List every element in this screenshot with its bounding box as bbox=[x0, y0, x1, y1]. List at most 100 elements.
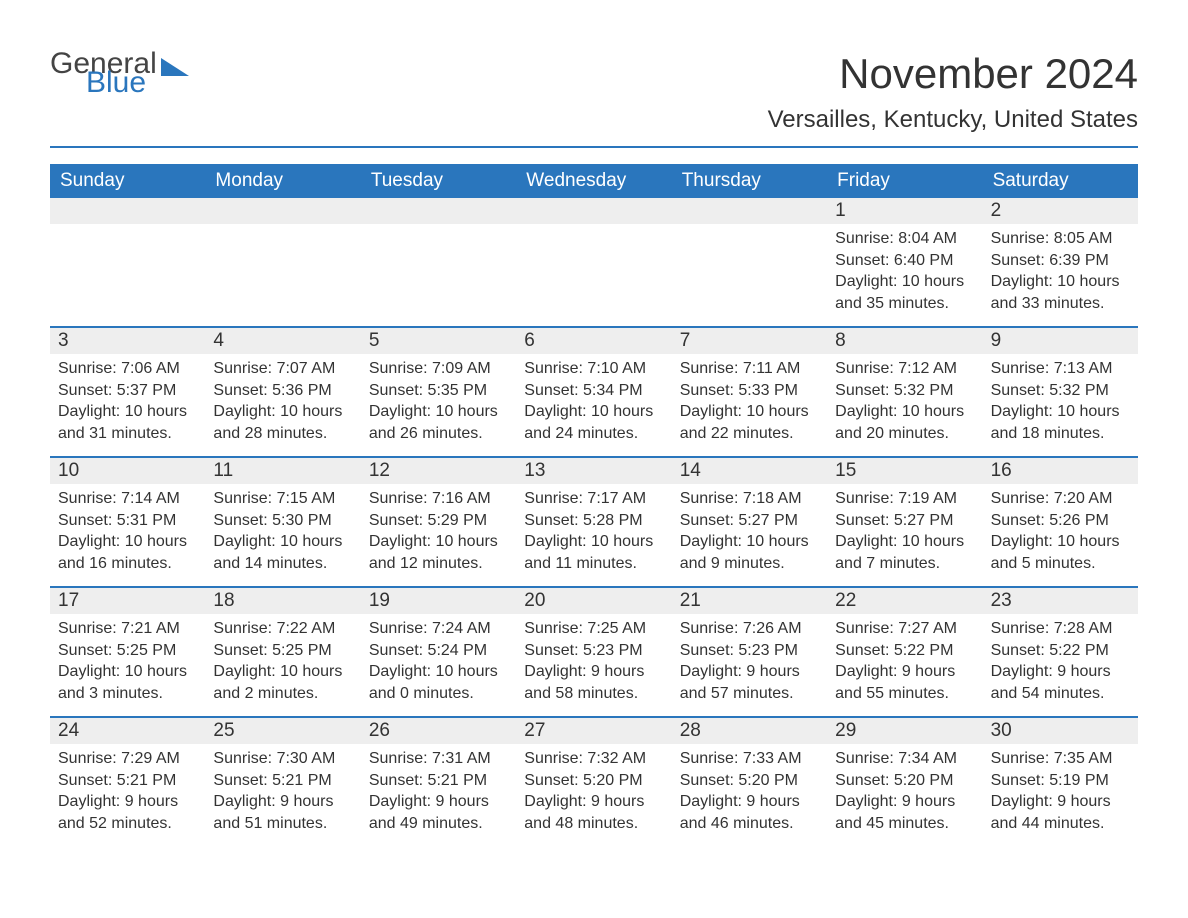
day-number: 14 bbox=[672, 458, 827, 484]
days-of-week-header: SundayMondayTuesdayWednesdayThursdayFrid… bbox=[50, 164, 1138, 198]
day-body: Sunrise: 7:20 AMSunset: 5:26 PMDaylight:… bbox=[983, 484, 1138, 582]
calendar: SundayMondayTuesdayWednesdayThursdayFrid… bbox=[50, 164, 1138, 846]
day-number: 8 bbox=[827, 328, 982, 354]
day-number: 12 bbox=[361, 458, 516, 484]
sunrise-line: Sunrise: 7:22 AM bbox=[213, 618, 352, 640]
day-cell-16: 16Sunrise: 7:20 AMSunset: 5:26 PMDayligh… bbox=[983, 458, 1138, 586]
day-body: Sunrise: 7:14 AMSunset: 5:31 PMDaylight:… bbox=[50, 484, 205, 582]
day-number: 19 bbox=[361, 588, 516, 614]
sunset-line: Sunset: 5:22 PM bbox=[991, 640, 1130, 662]
week-row: 3Sunrise: 7:06 AMSunset: 5:37 PMDaylight… bbox=[50, 326, 1138, 456]
sunrise-line: Sunrise: 7:34 AM bbox=[835, 748, 974, 770]
daylight-line: Daylight: 10 hours and 18 minutes. bbox=[991, 401, 1130, 444]
sunset-line: Sunset: 5:21 PM bbox=[369, 770, 508, 792]
day-number: 4 bbox=[205, 328, 360, 354]
day-cell-5: 5Sunrise: 7:09 AMSunset: 5:35 PMDaylight… bbox=[361, 328, 516, 456]
day-cell-28: 28Sunrise: 7:33 AMSunset: 5:20 PMDayligh… bbox=[672, 718, 827, 846]
day-body: Sunrise: 7:16 AMSunset: 5:29 PMDaylight:… bbox=[361, 484, 516, 582]
daylight-line: Daylight: 9 hours and 57 minutes. bbox=[680, 661, 819, 704]
day-number: 10 bbox=[50, 458, 205, 484]
page-title: November 2024 bbox=[839, 50, 1138, 98]
day-cell-22: 22Sunrise: 7:27 AMSunset: 5:22 PMDayligh… bbox=[827, 588, 982, 716]
day-cell-17: 17Sunrise: 7:21 AMSunset: 5:25 PMDayligh… bbox=[50, 588, 205, 716]
day-number: 29 bbox=[827, 718, 982, 744]
sunrise-line: Sunrise: 7:06 AM bbox=[58, 358, 197, 380]
day-cell-2: 2Sunrise: 8:05 AMSunset: 6:39 PMDaylight… bbox=[983, 198, 1138, 326]
day-body: Sunrise: 7:35 AMSunset: 5:19 PMDaylight:… bbox=[983, 744, 1138, 842]
sunset-line: Sunset: 5:26 PM bbox=[991, 510, 1130, 532]
daylight-line: Daylight: 10 hours and 9 minutes. bbox=[680, 531, 819, 574]
day-body: Sunrise: 7:06 AMSunset: 5:37 PMDaylight:… bbox=[50, 354, 205, 452]
sunset-line: Sunset: 5:20 PM bbox=[680, 770, 819, 792]
sunset-line: Sunset: 5:36 PM bbox=[213, 380, 352, 402]
sunset-line: Sunset: 5:20 PM bbox=[835, 770, 974, 792]
day-cell-14: 14Sunrise: 7:18 AMSunset: 5:27 PMDayligh… bbox=[672, 458, 827, 586]
day-number: 17 bbox=[50, 588, 205, 614]
day-body: Sunrise: 7:33 AMSunset: 5:20 PMDaylight:… bbox=[672, 744, 827, 842]
day-number: 9 bbox=[983, 328, 1138, 354]
day-cell-empty bbox=[672, 198, 827, 326]
location-subtitle: Versailles, Kentucky, United States bbox=[50, 106, 1138, 148]
daylight-line: Daylight: 10 hours and 20 minutes. bbox=[835, 401, 974, 444]
sunrise-line: Sunrise: 7:11 AM bbox=[680, 358, 819, 380]
day-number: 7 bbox=[672, 328, 827, 354]
sunset-line: Sunset: 5:23 PM bbox=[680, 640, 819, 662]
sunset-line: Sunset: 5:31 PM bbox=[58, 510, 197, 532]
sunset-line: Sunset: 5:21 PM bbox=[58, 770, 197, 792]
dow-saturday: Saturday bbox=[983, 164, 1138, 198]
day-cell-30: 30Sunrise: 7:35 AMSunset: 5:19 PMDayligh… bbox=[983, 718, 1138, 846]
daylight-line: Daylight: 9 hours and 46 minutes. bbox=[680, 791, 819, 834]
day-number: 21 bbox=[672, 588, 827, 614]
daylight-line: Daylight: 9 hours and 51 minutes. bbox=[213, 791, 352, 834]
day-body: Sunrise: 7:18 AMSunset: 5:27 PMDaylight:… bbox=[672, 484, 827, 582]
day-body: Sunrise: 7:12 AMSunset: 5:32 PMDaylight:… bbox=[827, 354, 982, 452]
day-body: Sunrise: 7:09 AMSunset: 5:35 PMDaylight:… bbox=[361, 354, 516, 452]
day-body: Sunrise: 7:19 AMSunset: 5:27 PMDaylight:… bbox=[827, 484, 982, 582]
daylight-line: Daylight: 9 hours and 55 minutes. bbox=[835, 661, 974, 704]
week-row: 10Sunrise: 7:14 AMSunset: 5:31 PMDayligh… bbox=[50, 456, 1138, 586]
day-number: 13 bbox=[516, 458, 671, 484]
day-cell-21: 21Sunrise: 7:26 AMSunset: 5:23 PMDayligh… bbox=[672, 588, 827, 716]
dow-friday: Friday bbox=[827, 164, 982, 198]
header: General Blue November 2024 bbox=[50, 50, 1138, 98]
day-cell-empty bbox=[361, 198, 516, 326]
sunset-line: Sunset: 5:19 PM bbox=[991, 770, 1130, 792]
day-body: Sunrise: 7:22 AMSunset: 5:25 PMDaylight:… bbox=[205, 614, 360, 712]
sunrise-line: Sunrise: 7:15 AM bbox=[213, 488, 352, 510]
dow-sunday: Sunday bbox=[50, 164, 205, 198]
sunrise-line: Sunrise: 7:30 AM bbox=[213, 748, 352, 770]
daylight-line: Daylight: 9 hours and 52 minutes. bbox=[58, 791, 197, 834]
day-cell-7: 7Sunrise: 7:11 AMSunset: 5:33 PMDaylight… bbox=[672, 328, 827, 456]
sunset-line: Sunset: 5:24 PM bbox=[369, 640, 508, 662]
daylight-line: Daylight: 10 hours and 16 minutes. bbox=[58, 531, 197, 574]
day-number: 15 bbox=[827, 458, 982, 484]
sunset-line: Sunset: 5:33 PM bbox=[680, 380, 819, 402]
day-body: Sunrise: 7:15 AMSunset: 5:30 PMDaylight:… bbox=[205, 484, 360, 582]
day-body: Sunrise: 7:34 AMSunset: 5:20 PMDaylight:… bbox=[827, 744, 982, 842]
day-body: Sunrise: 7:07 AMSunset: 5:36 PMDaylight:… bbox=[205, 354, 360, 452]
sunset-line: Sunset: 5:28 PM bbox=[524, 510, 663, 532]
sunrise-line: Sunrise: 7:21 AM bbox=[58, 618, 197, 640]
day-cell-24: 24Sunrise: 7:29 AMSunset: 5:21 PMDayligh… bbox=[50, 718, 205, 846]
sunrise-line: Sunrise: 7:09 AM bbox=[369, 358, 508, 380]
daylight-line: Daylight: 9 hours and 45 minutes. bbox=[835, 791, 974, 834]
sunset-line: Sunset: 6:40 PM bbox=[835, 250, 974, 272]
day-number: 23 bbox=[983, 588, 1138, 614]
day-body: Sunrise: 7:27 AMSunset: 5:22 PMDaylight:… bbox=[827, 614, 982, 712]
day-number: 6 bbox=[516, 328, 671, 354]
daylight-line: Daylight: 10 hours and 0 minutes. bbox=[369, 661, 508, 704]
day-cell-empty bbox=[50, 198, 205, 326]
day-cell-9: 9Sunrise: 7:13 AMSunset: 5:32 PMDaylight… bbox=[983, 328, 1138, 456]
day-number: 16 bbox=[983, 458, 1138, 484]
sunrise-line: Sunrise: 7:12 AM bbox=[835, 358, 974, 380]
daylight-line: Daylight: 10 hours and 14 minutes. bbox=[213, 531, 352, 574]
sunset-line: Sunset: 5:35 PM bbox=[369, 380, 508, 402]
dow-monday: Monday bbox=[205, 164, 360, 198]
sunrise-line: Sunrise: 7:18 AM bbox=[680, 488, 819, 510]
day-cell-20: 20Sunrise: 7:25 AMSunset: 5:23 PMDayligh… bbox=[516, 588, 671, 716]
day-cell-10: 10Sunrise: 7:14 AMSunset: 5:31 PMDayligh… bbox=[50, 458, 205, 586]
day-cell-empty bbox=[516, 198, 671, 326]
day-body: Sunrise: 7:26 AMSunset: 5:23 PMDaylight:… bbox=[672, 614, 827, 712]
day-number: 27 bbox=[516, 718, 671, 744]
week-row: 24Sunrise: 7:29 AMSunset: 5:21 PMDayligh… bbox=[50, 716, 1138, 846]
